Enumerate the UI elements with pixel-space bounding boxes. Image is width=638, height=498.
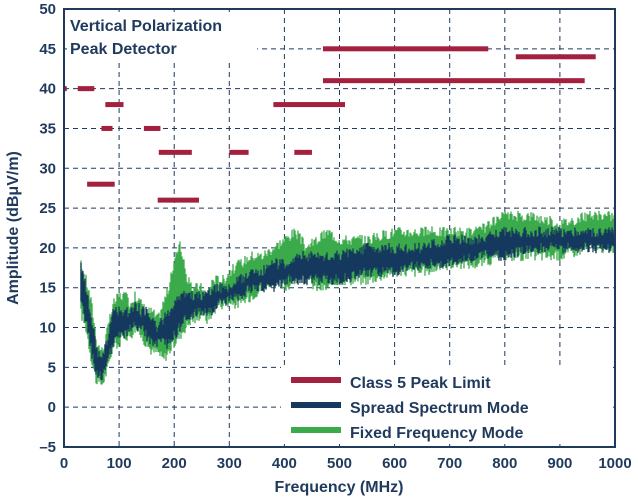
limit-segment — [294, 149, 312, 155]
annotation-background — [67, 12, 257, 62]
x-tick-label: 400 — [272, 455, 297, 472]
legend-swatch-fixed — [291, 427, 341, 433]
y-tick-label: 50 — [39, 1, 56, 18]
y-tick-label: 30 — [39, 160, 56, 177]
x-tick-label: 800 — [492, 455, 517, 472]
limit-segment — [158, 149, 192, 155]
x-tick-label: 1000 — [598, 455, 631, 472]
legend-swatch-limit — [291, 377, 341, 383]
legend-label-spread: Spread Spectrum Mode — [350, 400, 529, 417]
y-tick-label: 20 — [39, 240, 56, 257]
limit-segment — [229, 149, 249, 155]
legend: Class 5 Peak Limit Spread Spectrum Mode … — [281, 366, 611, 444]
annotation-line-1: Vertical Polarization — [70, 18, 222, 35]
legend-label-fixed: Fixed Frequency Mode — [350, 425, 523, 442]
limit-segment — [101, 125, 113, 131]
x-tick-label: 300 — [217, 455, 242, 472]
limit-segment — [64, 86, 67, 92]
tick-labels: 0 100 200 300 400 500 600 700 800 900 100050454035… — [39, 1, 631, 472]
y-tick-label: 5 — [48, 359, 56, 376]
limit-segment — [273, 102, 346, 108]
y-tick-label: 40 — [39, 81, 56, 98]
annotation-line-2: Peak Detector — [70, 41, 177, 58]
y-tick-label: 15 — [39, 280, 56, 297]
limit-segment — [322, 78, 585, 84]
limit-segment — [515, 54, 596, 60]
legend-label-limit: Class 5 Peak Limit — [350, 375, 491, 392]
x-tick-label: 200 — [162, 455, 187, 472]
x-tick-label: 0 — [60, 455, 68, 472]
legend-swatch-spread — [291, 402, 341, 408]
y-tick-label: –5 — [39, 439, 56, 456]
plot-frame — [63, 8, 616, 448]
limit-lines — [64, 46, 596, 203]
limit-segment — [87, 181, 115, 187]
x-tick-label: 900 — [547, 455, 572, 472]
y-tick-label: 25 — [39, 200, 56, 217]
limit-segment — [105, 102, 124, 108]
limit-segment — [322, 46, 489, 52]
x-tick-label: 700 — [437, 455, 462, 472]
series-spread-spectrum — [80, 226, 616, 381]
x-tick-label: 600 — [382, 455, 407, 472]
y-tick-label: 35 — [39, 120, 56, 137]
x-axis-label: Frequency (MHz) — [275, 479, 404, 496]
limit-segment — [157, 197, 199, 203]
series-spread-spectrum-trace — [80, 226, 616, 381]
limit-segment — [77, 86, 95, 92]
y-axis-label: Amplitude (dBμV/m) — [5, 151, 22, 305]
y-tick-label: 0 — [48, 399, 56, 416]
series-layer — [80, 210, 616, 385]
x-tick-label: 500 — [327, 455, 352, 472]
limit-segment — [143, 125, 161, 131]
y-tick-label: 45 — [39, 41, 56, 58]
x-tick-label: 100 — [107, 455, 132, 472]
y-tick-label: 10 — [39, 320, 56, 337]
